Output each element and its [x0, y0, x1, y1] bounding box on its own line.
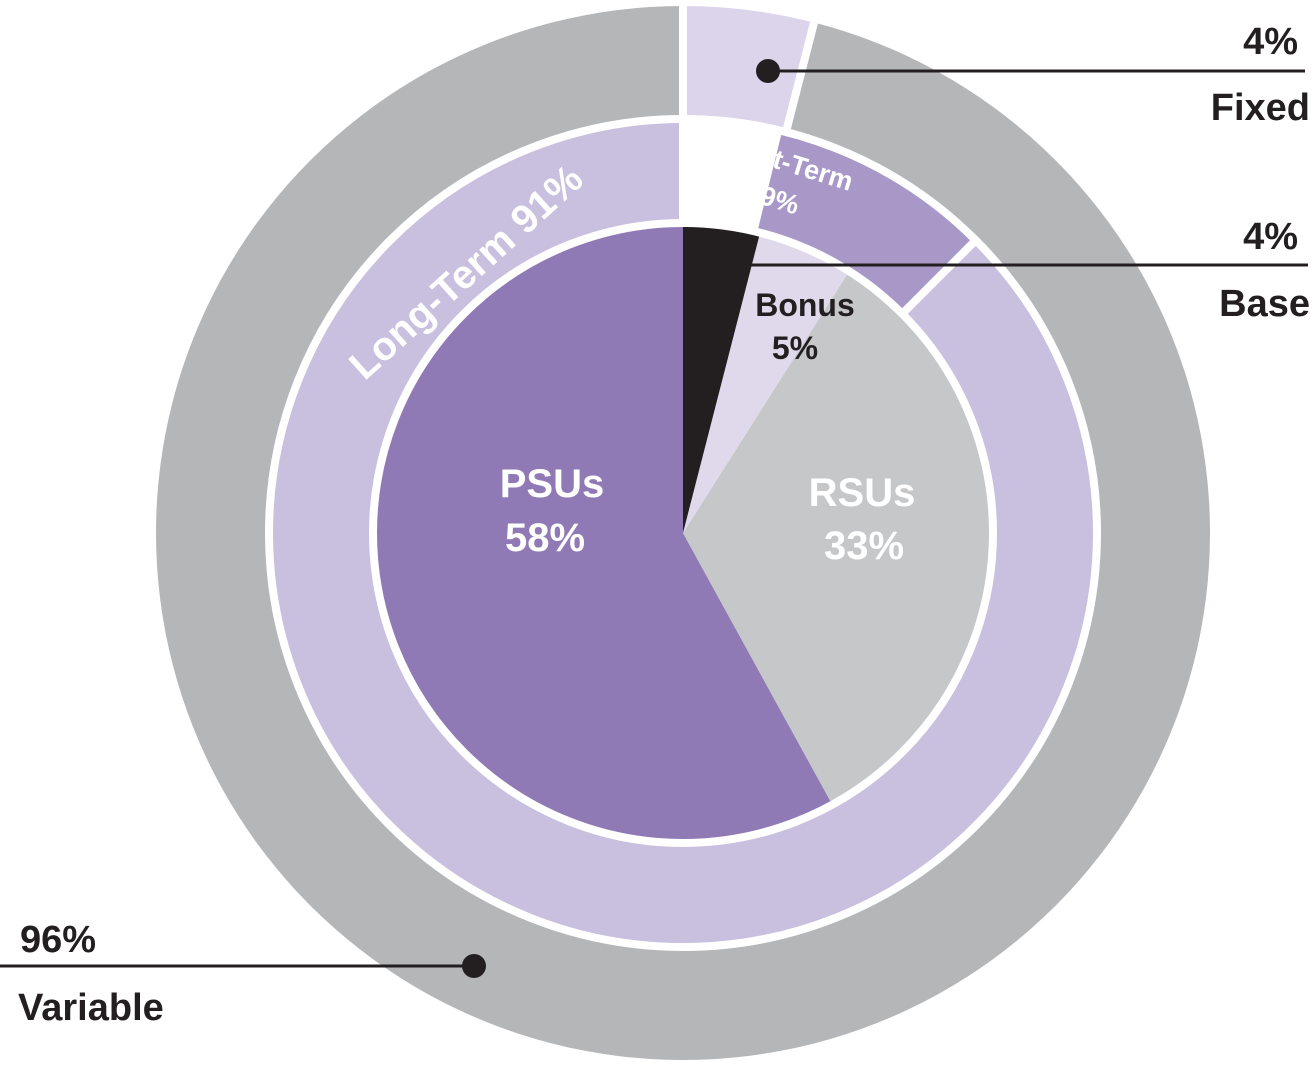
- variable-pct-label: 96%: [20, 919, 96, 961]
- slice-fixed: [683, 6, 815, 133]
- slice-rsus: [683, 271, 994, 805]
- variable-name-label: Variable: [18, 987, 164, 1029]
- base-name-label: Base: [1219, 283, 1310, 325]
- rsus-name-label: RSUs: [809, 471, 916, 515]
- psus-name-label: PSUs: [500, 462, 605, 506]
- slice-bonus: [683, 232, 850, 533]
- base-pct-label: 4%: [1243, 216, 1298, 258]
- bonus-name-label: Bonus: [755, 287, 855, 323]
- fixed-pct-label: 4%: [1243, 21, 1298, 63]
- variable-leader-dot: [462, 954, 486, 978]
- fixed-name-label: Fixed: [1211, 87, 1310, 129]
- bonus-pct-label: 5%: [772, 330, 818, 366]
- fixed-leader-dot: [756, 59, 780, 83]
- slice-middle-base: [683, 119, 783, 233]
- separator-fixed-end: [782, 21, 818, 134]
- slice-psus: [373, 223, 833, 843]
- separator-short-term-end: [899, 237, 979, 317]
- psus-pct-label: 58%: [505, 516, 585, 560]
- slice-short-term: [757, 131, 976, 314]
- slice-base: [683, 223, 761, 533]
- rsus-pct-label: 33%: [824, 524, 904, 568]
